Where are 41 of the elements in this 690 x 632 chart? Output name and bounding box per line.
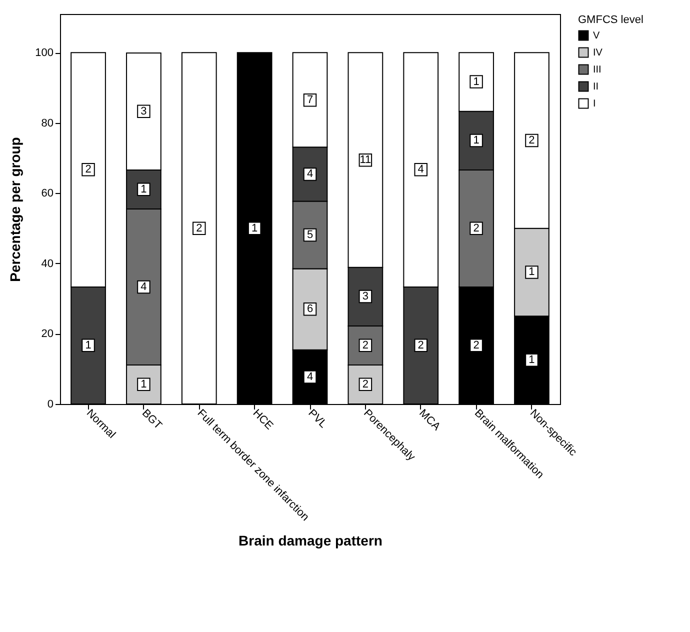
annotation: 3 xyxy=(362,290,368,302)
annotation: 1 xyxy=(140,183,147,196)
y-tick-label: 60 xyxy=(41,188,54,200)
annotation: 3 xyxy=(140,105,147,118)
annotation: 2 xyxy=(362,378,368,390)
annotation: 4 xyxy=(306,168,314,180)
annotation: 2 xyxy=(473,222,480,234)
y-tick-label: 20 xyxy=(41,328,54,340)
y-tick-label: 100 xyxy=(35,47,54,60)
legend-title: GMFCS level xyxy=(578,14,644,26)
legend-label: III xyxy=(593,64,602,76)
annotation: 1 xyxy=(473,76,480,88)
annotation: 5 xyxy=(306,229,314,241)
x-tick-label: BGT xyxy=(139,407,164,432)
annotation: 4 xyxy=(306,370,314,383)
annotation: 1 xyxy=(140,378,147,390)
annotation: 2 xyxy=(196,222,202,234)
y-axis-title: Percentage per group xyxy=(7,137,24,282)
annotation: 1 xyxy=(528,266,535,278)
legend-label: IV xyxy=(593,48,603,58)
annotation: 2 xyxy=(473,339,480,352)
annotation: 7 xyxy=(306,94,314,106)
annotation: 2 xyxy=(362,339,368,352)
y-tick-label: 0 xyxy=(47,398,54,410)
annotation: 2 xyxy=(85,164,92,176)
y-tick-label: 40 xyxy=(41,258,54,270)
annotation: 1 xyxy=(528,354,535,366)
legend-label: II xyxy=(593,82,599,92)
annotation: 11 xyxy=(360,154,372,166)
annotation: 6 xyxy=(306,303,314,316)
y-tick-label: 80 xyxy=(41,117,54,130)
annotation: 4 xyxy=(140,281,147,293)
annotation: 1 xyxy=(252,222,258,234)
annotation: 1 xyxy=(85,339,92,352)
annotation: 2 xyxy=(528,134,535,146)
annotation: 4 xyxy=(418,164,424,176)
annotation: 1 xyxy=(473,134,480,146)
annotation: 2 xyxy=(418,339,424,352)
legend-label: V xyxy=(593,30,600,42)
x-axis-title: Brain damage pattern xyxy=(238,532,382,549)
legend-label: I xyxy=(593,98,596,110)
